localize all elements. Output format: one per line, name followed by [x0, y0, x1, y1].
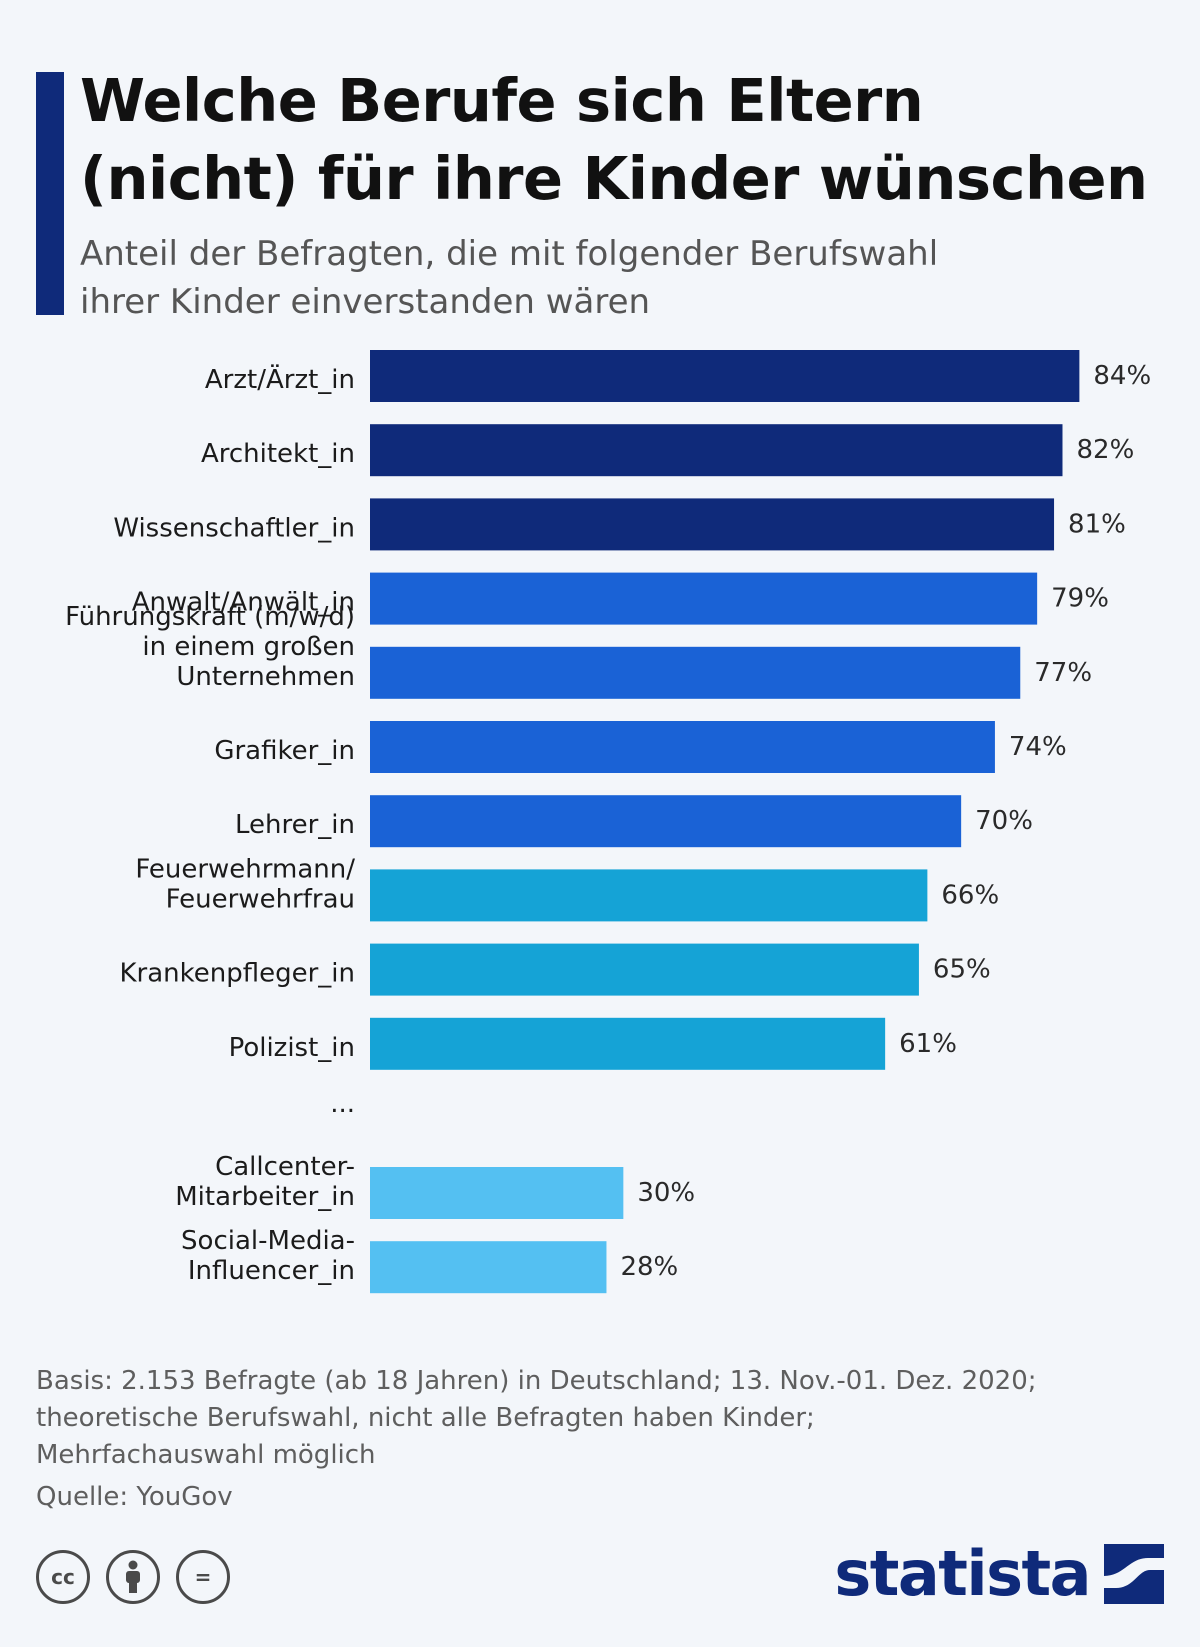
category-label: Grafiker_in — [214, 736, 355, 766]
category-label-line: Grafiker_in — [214, 736, 355, 766]
creative-commons-icon[interactable]: cc — [36, 1550, 90, 1604]
category-label-line: Anwalt/Anwält_in — [132, 588, 355, 618]
bar[interactable] — [370, 350, 1080, 402]
category-label-line: Architekt_in — [201, 439, 355, 469]
value-label: 65% — [933, 955, 991, 985]
chart-subtitle: Anteil der Befragten, die mit folgender … — [80, 230, 1130, 326]
basis-note-line-3: Mehrfachauswahl möglich — [36, 1440, 376, 1470]
bar[interactable] — [370, 869, 928, 922]
value-label: 84% — [1093, 361, 1151, 391]
statista-logo[interactable]: statista — [834, 1543, 1164, 1605]
value-label: 70% — [975, 806, 1033, 836]
basis-note-line-1: Basis: 2.153 Befragte (ab 18 Jahren) in … — [36, 1366, 1037, 1396]
value-label: 82% — [1076, 435, 1134, 465]
bar[interactable] — [370, 943, 919, 996]
statista-mark-icon — [1104, 1544, 1164, 1604]
subtitle-line-2: ihrer Kinder einverstanden wären — [80, 282, 651, 322]
bar[interactable] — [370, 572, 1038, 625]
title-line-2: (nicht) für ihre Kinder wünschen — [80, 144, 1148, 213]
person-glyph-icon — [126, 1560, 140, 1593]
category-label-line: Feuerwehrmann/ — [135, 854, 355, 884]
statista-logo-text: statista — [834, 1537, 1091, 1610]
category-label: Arzt/Ärzt_in — [205, 363, 355, 395]
bar[interactable] — [370, 498, 1055, 551]
equals-icon-label: = — [194, 1565, 212, 1589]
category-label-line: Influencer_in — [188, 1256, 355, 1286]
category-label-line: Unternehmen — [176, 662, 355, 692]
category-label: Feuerwehrmann/Feuerwehrfrau — [135, 854, 355, 914]
bar[interactable] — [370, 1017, 886, 1070]
value-label: 30% — [637, 1178, 695, 1208]
source-note: Quelle: YouGov — [36, 1482, 233, 1512]
value-label: 81% — [1068, 509, 1126, 539]
category-label-line: Arzt/Ärzt_in — [205, 363, 355, 395]
category-label: Callcenter-Mitarbeiter_in — [175, 1152, 355, 1212]
category-label-line: Feuerwehrfrau — [166, 884, 355, 914]
bar[interactable] — [370, 424, 1063, 477]
category-label-line: Führungskraft (m/w/d) — [65, 602, 355, 632]
value-label: 61% — [899, 1029, 957, 1059]
bar[interactable] — [370, 1241, 607, 1294]
category-label: Social-Media-Influencer_in — [181, 1226, 355, 1286]
value-label: 79% — [1051, 584, 1109, 614]
title-accent-bar — [36, 72, 64, 315]
category-label: Architekt_in — [201, 439, 355, 469]
category-label-line: Krankenpfleger_in — [119, 959, 355, 989]
bar[interactable] — [370, 795, 962, 848]
value-label: 28% — [620, 1252, 678, 1282]
subtitle-line-1: Anteil der Befragten, die mit folgender … — [80, 234, 939, 274]
category-label: Krankenpfleger_in — [119, 959, 355, 989]
category-label: Führungskraft (m/w/d) in einem großen Unte… — [65, 602, 355, 692]
category-label-line: Wissenschaftler_in — [113, 513, 355, 543]
basis-note-line-2: theoretische Berufswahl, nicht alle Befr… — [36, 1403, 815, 1433]
title-line-1: Welche Berufe sich Eltern — [80, 66, 924, 135]
bar-chart: 84% Arzt/Ärzt_in 82% Architekt_in 81% Wissens… — [65, 350, 1151, 1294]
license-icons: cc = — [36, 1550, 230, 1604]
category-label-line: Callcenter- — [215, 1152, 355, 1182]
category-label: Polizist_in — [229, 1033, 355, 1063]
bar[interactable] — [370, 646, 1021, 699]
bar[interactable] — [370, 1167, 624, 1219]
category-label: Wissenschaftler_in — [113, 513, 355, 543]
chart-title: Welche Berufe sich Eltern (nicht) für ih… — [80, 62, 1180, 218]
category-label-line: Social-Media- — [181, 1226, 355, 1256]
category-label: Anwalt/Anwält_in — [132, 588, 355, 618]
category-label-line: Mitarbeiter_in — [175, 1182, 355, 1212]
value-label: 66% — [941, 880, 999, 910]
category-label-line: Polizist_in — [229, 1033, 355, 1063]
category-label-line: in einem großen — [142, 632, 355, 662]
value-label: 74% — [1009, 732, 1067, 762]
attribution-person-icon[interactable] — [106, 1550, 160, 1604]
ellipsis-label: ... — [330, 1089, 355, 1119]
chart-footer: Basis: 2.153 Befragte (ab 18 Jahren) in … — [36, 1363, 1156, 1516]
no-derivatives-icon[interactable]: = — [176, 1550, 230, 1604]
value-label: 77% — [1034, 658, 1092, 688]
bar[interactable] — [370, 721, 995, 773]
cc-icon-label: cc — [51, 1565, 75, 1589]
category-label: Lehrer_in — [235, 810, 355, 840]
category-label-line: Lehrer_in — [235, 810, 355, 840]
